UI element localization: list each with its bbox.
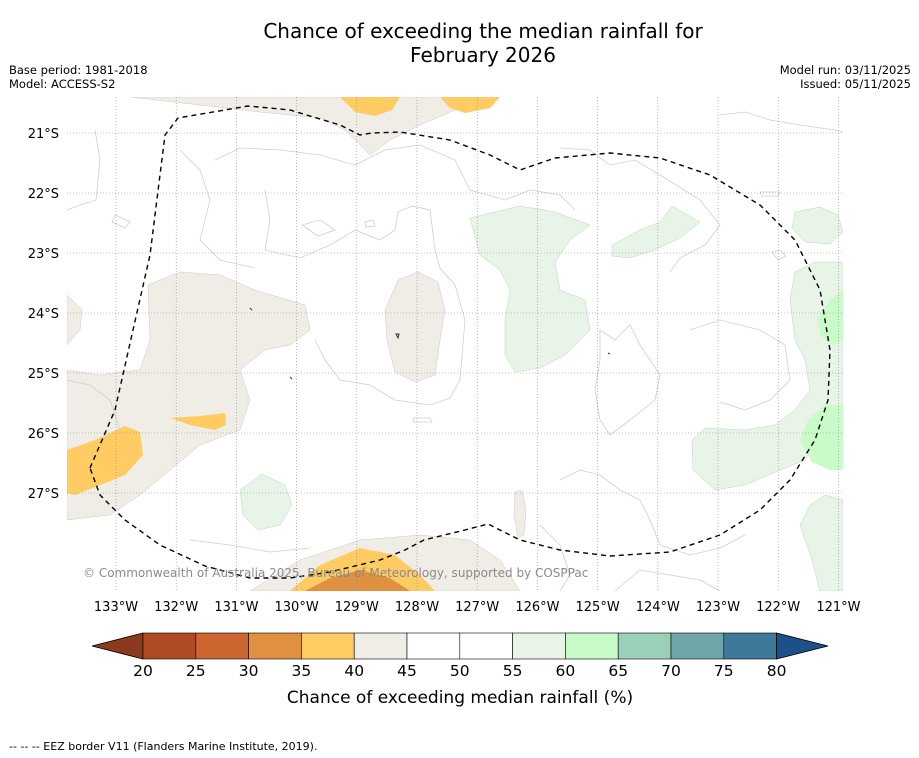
colorbar-tick: 55 — [503, 662, 523, 680]
lon-label: 130°W — [275, 600, 319, 615]
contour-lines — [67, 111, 843, 591]
region-35-40-strip — [170, 413, 226, 430]
region-30-35-south — [305, 570, 410, 591]
colorbar-segment — [406, 632, 461, 660]
lon-label: 127°W — [455, 600, 499, 615]
lat-label: 25°S — [28, 367, 59, 382]
colorbar-arrow-left — [91, 632, 144, 660]
region-60-65-east2 — [800, 405, 843, 470]
colorbar-segment — [459, 632, 513, 660]
region-40-45-nw — [67, 294, 83, 346]
region-35-40-top2 — [440, 97, 500, 113]
colorbar-tick: 45 — [397, 662, 417, 680]
colorbar-tick: 70 — [661, 662, 681, 680]
lon-label: 132°W — [154, 600, 198, 615]
latitude-labels: 21°S 22°S 23°S 24°S 25°S 26°S 27°S — [28, 127, 59, 502]
region-55-60-central — [469, 205, 591, 373]
colorbar-arrow-right — [776, 632, 829, 660]
lat-label: 23°S — [28, 247, 59, 262]
map-plot-area: © Commonwealth of Australia 2025, Bureau… — [67, 97, 843, 591]
colorbar-segment — [512, 632, 566, 660]
gridlines — [67, 97, 843, 591]
lon-label: 128°W — [395, 600, 439, 615]
lat-label: 24°S — [28, 307, 59, 322]
region-55-60-west — [239, 473, 293, 531]
meta-left: Base period: 1981-2018 Model: ACCESS-S2 — [9, 63, 148, 91]
region-55-60-ne — [611, 205, 701, 259]
colorbar-tick: 75 — [714, 662, 734, 680]
region-60-65-east — [818, 290, 843, 345]
meta-right: Model run: 03/11/2025 Issued: 05/11/2025 — [780, 63, 911, 91]
eez-border — [89, 105, 831, 579]
lat-label: 26°S — [28, 427, 59, 442]
colorbar — [91, 632, 829, 660]
lon-label: 124°W — [636, 600, 680, 615]
title-line-1: Chance of exceeding the median rainfall … — [263, 19, 703, 43]
model-run: Model run: 03/11/2025 — [779, 63, 911, 77]
colorbar-segment — [353, 632, 408, 660]
colorbar-segment — [670, 632, 725, 660]
colorbar-segment — [565, 632, 619, 660]
base-period: Base period: 1981-2018 — [9, 63, 148, 77]
colorbar-segment — [248, 632, 302, 660]
region-40-45-small — [513, 489, 527, 539]
colorbar-tick: 80 — [767, 662, 787, 680]
region-35-40-west — [67, 426, 143, 495]
lon-label: 122°W — [756, 600, 800, 615]
colorbar-segment — [301, 632, 355, 660]
colorbar-title: Chance of exceeding median rainfall (%) — [287, 688, 633, 708]
longitude-labels: 133°W 132°W 131°W 130°W 129°W 128°W 127°W 126°W… — [94, 600, 861, 615]
region-55-60-far-ne — [791, 206, 843, 245]
model-name: Model: ACCESS-S2 — [9, 77, 116, 91]
lat-label: 22°S — [28, 187, 59, 202]
colorbar-tick: 25 — [186, 662, 206, 680]
colorbar-segment — [723, 632, 777, 660]
lat-label: 27°S — [28, 487, 59, 502]
eez-legend-note: -- -- -- EEZ border V11 (Flanders Marine… — [9, 740, 318, 753]
lon-label: 121°W — [816, 600, 860, 615]
colorbar-tick: 60 — [556, 662, 576, 680]
dark-contour-marks — [249, 307, 611, 380]
lon-label: 125°W — [576, 600, 620, 615]
colorbar-segment — [195, 632, 249, 660]
copyright-text: © Commonwealth of Australia 2025, Bureau… — [83, 566, 588, 580]
lon-label: 133°W — [94, 600, 138, 615]
colorbar-segment — [617, 632, 672, 660]
colorbar-tick: 35 — [292, 662, 312, 680]
map-title: Chance of exceeding the median rainfall … — [0, 19, 919, 67]
lon-label: 123°W — [696, 600, 740, 615]
issued-date: Issued: 05/11/2025 — [800, 77, 911, 91]
lat-label: 21°S — [28, 127, 59, 142]
colorbar-tick: 65 — [608, 662, 628, 680]
colorbar-tick: 40 — [344, 662, 364, 680]
colorbar-segment — [142, 632, 197, 660]
region-40-45-center — [384, 271, 446, 383]
colorbar-tick: 30 — [239, 662, 259, 680]
lon-label: 131°W — [214, 600, 258, 615]
lon-label: 129°W — [335, 600, 379, 615]
lon-label: 126°W — [515, 600, 559, 615]
region-55-60-se — [799, 494, 843, 591]
region-35-40-top — [340, 97, 400, 116]
colorbar-tick: 50 — [450, 662, 470, 680]
colorbar-tick: 20 — [133, 662, 153, 680]
colorbar-tick-labels: 20 25 30 35 40 45 50 55 60 65 70 75 80 — [133, 662, 786, 680]
title-line-2: February 2026 — [410, 43, 556, 67]
